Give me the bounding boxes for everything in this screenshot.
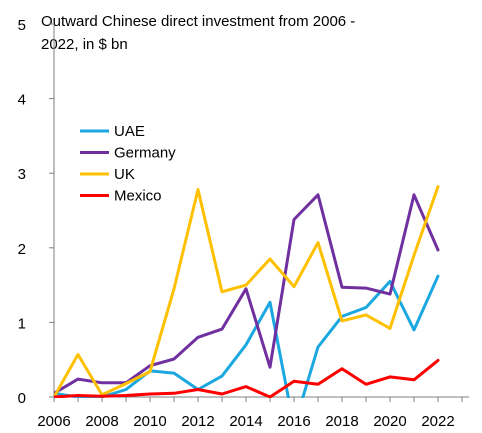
x-tick-label: 2006 <box>37 413 70 430</box>
series-line-germany <box>54 193 440 395</box>
x-axis-ticks: 2006 2008 2010 2012 2014 2016 2018 2020 2022 <box>37 397 463 430</box>
chart-title-line-2: 2022, in $ bn <box>41 36 128 53</box>
legend-label-uae: UAE <box>114 123 145 140</box>
x-tick-label: 2022 <box>421 413 454 430</box>
x-tick-label: 2016 <box>277 413 310 430</box>
y-tick-label: 5 <box>18 17 26 34</box>
legend: UAE Germany UK Mexico <box>80 123 176 205</box>
y-tick-label: 2 <box>18 241 26 258</box>
legend-label-uk: UK <box>114 166 135 183</box>
legend-label-germany: Germany <box>114 145 176 162</box>
y-tick-label: 4 <box>18 92 26 109</box>
y-tick-label: 1 <box>18 315 26 332</box>
y-tick-label: 3 <box>18 166 26 183</box>
x-tick-label: 2018 <box>325 413 358 430</box>
series-line-uk <box>54 185 440 398</box>
series-line-mexico <box>54 358 440 398</box>
x-tick-label: 2012 <box>181 413 214 430</box>
y-axis-ticks: 0 1 2 3 4 5 <box>18 17 54 407</box>
x-tick-label: 2014 <box>229 413 262 430</box>
x-tick-label: 2010 <box>133 413 166 430</box>
y-tick-label: 0 <box>18 390 26 407</box>
legend-label-mexico: Mexico <box>114 188 162 205</box>
series-line-uae <box>54 274 440 398</box>
series-lines <box>54 185 440 398</box>
x-tick-label: 2008 <box>85 413 118 430</box>
chart-title-line-1: Outward Chinese direct investment from 2… <box>41 13 355 30</box>
x-tick-label: 2020 <box>373 413 406 430</box>
